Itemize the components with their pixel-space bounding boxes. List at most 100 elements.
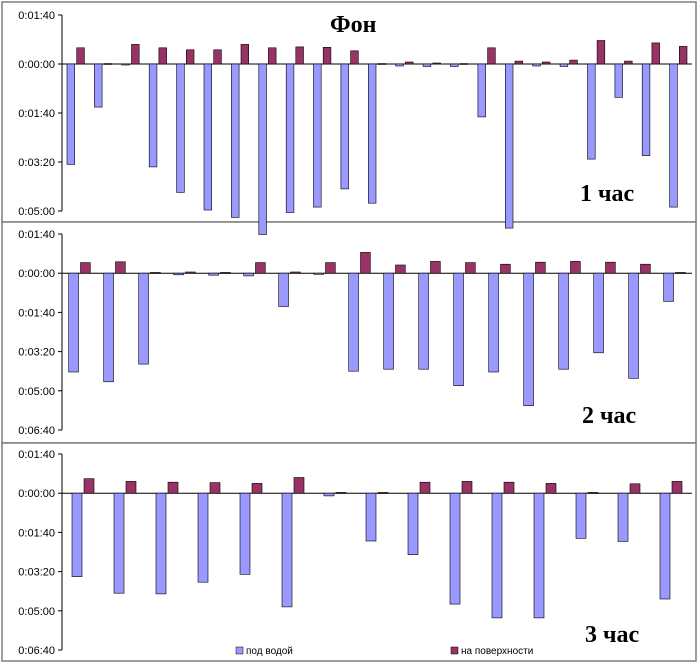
- panel-2-bar-underwater: [558, 272, 569, 370]
- panel-2-bar-underwater: [383, 272, 394, 370]
- panel-1-bar-surface: [487, 47, 496, 65]
- panel-1-bar-surface: [268, 47, 277, 65]
- panel-2-bar-surface: [465, 262, 476, 274]
- panel-1-bar-surface: [596, 40, 606, 65]
- panel-1-bar-underwater: [66, 63, 75, 165]
- panel-1-bar-surface: [459, 63, 469, 65]
- legend-swatch-underwater: [235, 646, 244, 655]
- panel-2-bar-surface: [255, 262, 266, 274]
- panel-1-bar-surface: [76, 47, 85, 65]
- panel-2-bar-surface: [640, 263, 651, 274]
- panel-3-title: 3 час: [585, 622, 640, 648]
- panel-3-bar-underwater: [71, 492, 83, 578]
- panel-1-bar-surface: [158, 47, 167, 65]
- panel-3-bar-surface: [545, 483, 557, 494]
- panel-1-bar-surface: [432, 62, 441, 65]
- panel-2-bar-underwater: [243, 272, 254, 277]
- panel-2-bar-underwater: [628, 272, 639, 379]
- panel-3-bar-underwater: [533, 492, 545, 619]
- panel-2-bar-surface: [675, 272, 686, 274]
- panel-2-bar-surface: [80, 262, 91, 274]
- panel-2-bar-surface: [500, 263, 511, 274]
- panel-2-bar-surface: [220, 272, 231, 274]
- panel-3-bar-underwater: [323, 492, 335, 497]
- panel-2-y-tick-label: 0:03:20: [18, 347, 55, 359]
- panel-1-bar-underwater: [504, 63, 514, 229]
- panel-3-bar-underwater: [407, 492, 419, 556]
- panel-1-bar-surface: [240, 44, 249, 65]
- panel-2-plot: 0:01:40 0:00:00 0:01:40 0:03:20 0:05:00 0:06:…: [18, 229, 692, 437]
- panel-3-bar-surface: [209, 482, 221, 494]
- panel-1-bar-underwater: [231, 63, 240, 218]
- panel-3-bar-underwater: [659, 492, 671, 600]
- panel-2-bar-surface: [185, 271, 196, 274]
- panel-1-bar-surface: [186, 49, 195, 65]
- panel-1-y-tick-label: 0:01:40: [18, 10, 55, 22]
- panel-1-bar-surface: [322, 46, 332, 65]
- panel-3-bar-surface: [83, 478, 95, 494]
- panel-3-bar-surface: [629, 483, 641, 494]
- panel-1-bar-underwater: [559, 63, 569, 67]
- panel-2-bar-surface: [430, 261, 441, 274]
- panel-3-bar-underwater: [491, 492, 503, 619]
- panel-1-bar-surface: [514, 60, 523, 65]
- panel-1-bar-surface: [295, 46, 304, 65]
- panel-3-plot: 0:01:40 0:00:00 0:01:40 0:03:20 0:05:00 0:06:…: [18, 449, 692, 657]
- panel-2-bar-underwater: [138, 272, 149, 365]
- panel-2-bar-underwater: [103, 272, 114, 383]
- panel-1-bar-underwater: [614, 63, 623, 98]
- panel-2-bar-underwater: [523, 272, 534, 407]
- panel-1-bar-surface: [213, 49, 222, 65]
- panel-3-bar-surface: [335, 492, 347, 494]
- panel-3-bar-surface: [293, 477, 305, 494]
- panel-2-bar-surface: [115, 261, 126, 274]
- panel-3-y-tick-label: 0:01:40: [18, 527, 55, 539]
- panel-2-bar-underwater: [173, 272, 184, 276]
- panel-1-y-tick-label: 0:03:20: [18, 157, 55, 169]
- panel-2-bar-underwater: [348, 272, 359, 372]
- panel-2-y-tick-label: 0:05:00: [18, 386, 55, 398]
- panel-3-bar-underwater: [281, 492, 293, 608]
- panel-1-bar-surface: [103, 63, 113, 65]
- legend-label-underwater: под водой: [246, 646, 293, 657]
- panel-2-bar-surface: [605, 261, 616, 274]
- panel-2-bar-surface: [570, 261, 581, 274]
- panel-1-bar-underwater: [477, 63, 486, 118]
- panel-3-y-tick-label: 0:00:00: [18, 488, 55, 500]
- panel-3-bar-surface: [419, 481, 431, 494]
- panel-2-y-tick-label: 0:01:40: [18, 229, 55, 241]
- panel-1-bar-underwater: [641, 63, 651, 156]
- panel-2-bar-underwater: [68, 272, 79, 373]
- panel-1-bar-surface: [569, 59, 578, 65]
- panel-1-bar-surface: [377, 63, 386, 65]
- panel-1-bar-underwater: [422, 63, 432, 67]
- panel-3-bar-surface: [167, 481, 179, 494]
- panel-3-bar-underwater: [113, 492, 125, 594]
- panel-2-bar-surface: [325, 262, 336, 274]
- panel-3-bar-surface: [125, 481, 137, 494]
- panel-3-y-tick-label: 0:05:00: [18, 606, 55, 618]
- panel-1-bar-underwater: [176, 63, 185, 193]
- panel-2-bar-underwater: [208, 272, 219, 276]
- panel-1-bar-underwater: [258, 63, 267, 235]
- panel-2-bar-surface: [360, 252, 371, 274]
- panel-2-y-tick-label: 0:06:40: [18, 425, 55, 437]
- panel-2-title: 2 час: [582, 403, 637, 429]
- panel-2-bar-surface: [395, 264, 406, 274]
- panel-1-title: 1 час: [580, 181, 635, 207]
- legend-label-surface: на поверхности: [461, 646, 533, 657]
- panel-1-bar-underwater: [450, 63, 459, 67]
- panel-1-y-tick-label: 0:05:00: [18, 206, 55, 218]
- panel-1-bar-surface: [405, 61, 414, 65]
- panel-3-bar-underwater: [449, 492, 461, 605]
- panel-3-bar-underwater: [575, 492, 587, 539]
- panel-1-bar-underwater: [148, 63, 158, 168]
- panel-1-bar-underwater: [121, 63, 130, 66]
- panel-1-bar-surface: [541, 61, 551, 65]
- panel-3-bar-surface: [251, 483, 263, 494]
- panel-3-bar-underwater: [155, 492, 167, 595]
- panel-1-bar-underwater: [395, 63, 404, 67]
- panel-1-bar-surface: [678, 46, 688, 65]
- panel-3-bar-surface: [587, 492, 599, 494]
